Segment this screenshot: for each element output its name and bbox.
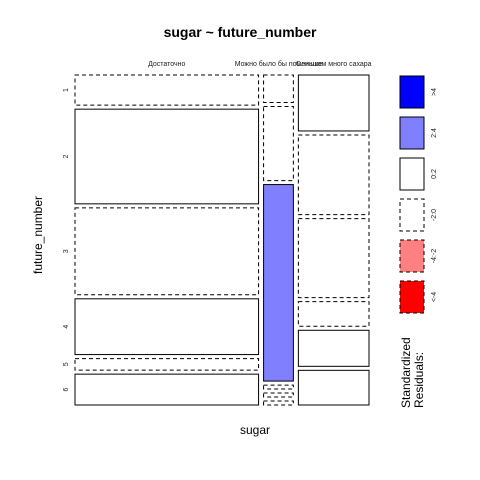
- mosaic-tile: [75, 359, 259, 371]
- chart-title: sugar ~ future_number: [164, 24, 317, 40]
- legend-label: 2:4: [431, 128, 438, 138]
- row-label: 6: [63, 388, 70, 392]
- legend-label: 0:2: [431, 169, 438, 179]
- mosaic-tile: [75, 299, 259, 355]
- legend-label: <-4: [431, 292, 438, 302]
- mosaic-tile: [264, 401, 294, 405]
- residuals-legend: >4 2:4 0:2 -2:0 -4:-2 <-4 Standardized Residual…: [399, 76, 438, 408]
- mosaic-tile: [264, 385, 294, 389]
- legend-label: >4: [431, 88, 438, 96]
- column-label: Слишком много сахара: [296, 61, 372, 68]
- legend-swatch: [400, 76, 424, 108]
- mosaic-tile: [298, 219, 369, 298]
- row-labels: 1 2 3 4 5 6: [63, 88, 70, 391]
- column-labels: Достаточно Можно было бы поменьшеСлишком …: [148, 60, 372, 68]
- mosaic-tile: [75, 208, 259, 295]
- legend-swatch: [400, 281, 424, 313]
- legend-title-line: Standardized: [399, 337, 413, 408]
- legend-swatch: [400, 240, 424, 272]
- mosaic-tile: [298, 302, 369, 327]
- y-axis-label: future_number: [31, 196, 45, 274]
- mosaic-tiles: [75, 75, 369, 405]
- legend-swatch: [400, 158, 424, 190]
- mosaic-tile: [264, 185, 294, 382]
- legend-swatch: [400, 117, 424, 149]
- mosaic-tile: [75, 75, 259, 105]
- row-label: 3: [63, 249, 70, 253]
- mosaic-tile: [298, 135, 369, 215]
- mosaic-tile: [75, 374, 259, 405]
- column-label: Достаточно: [148, 61, 185, 68]
- legend-label: -2:0: [431, 209, 438, 221]
- row-label: 4: [63, 325, 70, 329]
- mosaic-tile: [264, 393, 294, 397]
- row-label: 2: [63, 154, 70, 158]
- mosaic-tile: [264, 75, 294, 102]
- row-label: 5: [63, 362, 70, 366]
- legend-title-line: Residuals:: [412, 352, 426, 408]
- mosaic-tile: [298, 75, 369, 131]
- legend-swatch: [400, 199, 424, 231]
- mosaic-tile: [298, 370, 369, 405]
- mosaic-tile: [298, 330, 369, 366]
- legend-label: -4:-2: [431, 249, 438, 264]
- mosaic-tile: [75, 109, 259, 204]
- x-axis-label: sugar: [240, 423, 270, 437]
- row-label: 1: [63, 88, 70, 92]
- mosaic-tile: [264, 106, 294, 180]
